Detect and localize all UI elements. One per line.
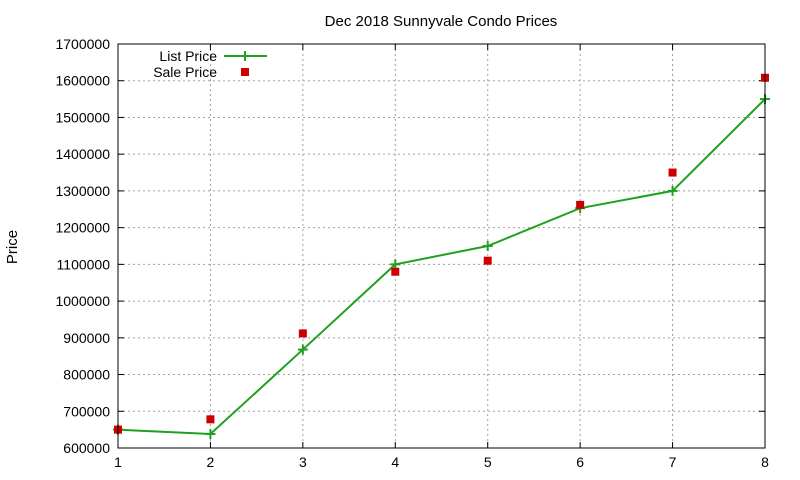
- sale-price-point: [576, 200, 585, 209]
- legend-swatch-square: [241, 68, 249, 76]
- sale-price-point: [298, 329, 307, 338]
- y-axis-label: Price: [4, 230, 21, 264]
- legend-swatch-cross: [240, 51, 250, 61]
- series-sale-price: [114, 73, 769, 434]
- sale-price-point: [391, 267, 400, 276]
- y-tick-label: 1300000: [55, 183, 110, 199]
- x-tick-label: 8: [761, 454, 769, 470]
- y-tick-label: 1700000: [55, 36, 110, 52]
- x-tick-label: 7: [669, 454, 677, 470]
- plot-frame: [117, 43, 766, 449]
- x-tick-label: 3: [299, 454, 307, 470]
- list-price-point: [667, 185, 678, 196]
- list-price-point: [205, 429, 216, 440]
- grid: [118, 44, 765, 448]
- list-price-point: [482, 241, 493, 251]
- y-tick-label: 1000000: [55, 293, 110, 309]
- sale-price-point: [206, 415, 215, 424]
- y-tick-label: 1100000: [57, 256, 111, 272]
- axis-ticks: 6000007000008000009000001000000110000012…: [55, 36, 769, 470]
- legend-label: Sale Price: [153, 64, 217, 80]
- list-price-line: [117, 98, 766, 436]
- legend-label: List Price: [159, 48, 217, 64]
- x-tick-label: 6: [576, 454, 584, 470]
- x-tick-label: 2: [207, 454, 215, 470]
- y-tick-label: 900000: [63, 330, 110, 346]
- y-tick-label: 1200000: [55, 220, 110, 236]
- x-tick-label: 4: [391, 454, 399, 470]
- chart-title: Dec 2018 Sunnyvale Condo Prices: [325, 13, 558, 30]
- y-tick-label: 1500000: [55, 109, 110, 125]
- list-price-point: [390, 259, 401, 270]
- y-tick-label: 700000: [63, 403, 110, 419]
- y-tick-label: 600000: [63, 440, 110, 456]
- series-list-price: [113, 94, 770, 440]
- y-tick-label: 1600000: [55, 73, 110, 89]
- y-tick-label: 800000: [63, 367, 110, 383]
- sale-price-point: [483, 256, 492, 265]
- x-tick-label: 1: [114, 454, 122, 470]
- list-price-point: [297, 344, 308, 355]
- y-tick-label: 1400000: [55, 146, 110, 162]
- sale-price-point: [668, 168, 677, 177]
- series: [113, 73, 770, 440]
- x-tick-label: 5: [484, 454, 492, 470]
